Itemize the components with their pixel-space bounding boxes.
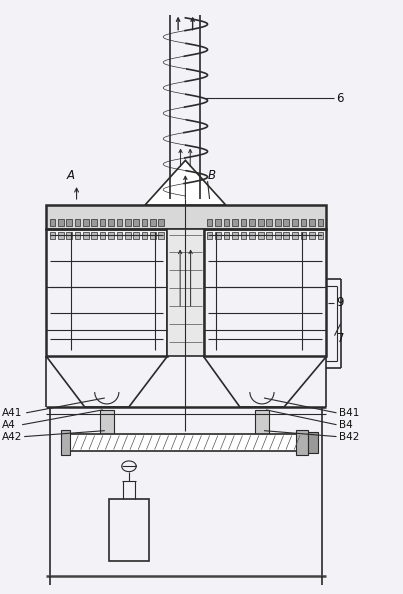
Bar — [309, 219, 315, 226]
Bar — [283, 232, 289, 239]
Bar — [232, 232, 238, 239]
Bar — [108, 219, 114, 226]
Bar — [141, 219, 147, 226]
Bar — [292, 219, 298, 226]
Bar — [215, 232, 221, 239]
Bar — [318, 232, 323, 239]
Bar — [91, 219, 97, 226]
Bar — [50, 219, 55, 226]
Bar — [150, 232, 156, 239]
Text: A: A — [66, 169, 75, 182]
Bar — [133, 232, 139, 239]
Bar — [75, 219, 80, 226]
Bar — [241, 219, 247, 226]
Text: B: B — [208, 169, 216, 182]
Polygon shape — [145, 160, 226, 205]
Bar — [83, 219, 89, 226]
Bar — [66, 232, 72, 239]
Bar — [275, 219, 280, 226]
Bar — [58, 219, 64, 226]
Bar — [266, 232, 272, 239]
Bar — [83, 232, 89, 239]
Bar — [108, 232, 114, 239]
Bar — [116, 232, 122, 239]
Text: B4: B4 — [339, 420, 352, 429]
Bar — [61, 430, 70, 455]
Bar — [232, 219, 238, 226]
Bar — [241, 232, 247, 239]
Bar — [58, 232, 64, 239]
Text: A4: A4 — [2, 420, 16, 429]
Bar — [100, 219, 106, 226]
Bar — [133, 219, 139, 226]
Bar — [158, 232, 164, 239]
Bar — [249, 232, 255, 239]
Bar — [224, 232, 229, 239]
Text: 6: 6 — [337, 91, 344, 105]
Bar — [46, 205, 326, 229]
Text: A41: A41 — [2, 408, 23, 418]
Bar — [292, 232, 298, 239]
Bar — [258, 219, 264, 226]
Text: B41: B41 — [339, 408, 359, 418]
Bar — [66, 219, 72, 226]
Bar — [158, 219, 164, 226]
Bar — [141, 232, 147, 239]
Bar — [249, 219, 255, 226]
Bar — [308, 432, 318, 453]
Text: 9: 9 — [337, 296, 344, 309]
Bar — [275, 232, 280, 239]
Bar — [207, 219, 212, 226]
Text: 7: 7 — [337, 332, 344, 345]
Bar — [258, 232, 264, 239]
Bar — [309, 232, 315, 239]
Text: A42: A42 — [2, 432, 23, 441]
Bar — [215, 219, 221, 226]
Bar — [125, 232, 131, 239]
Bar — [50, 232, 55, 239]
Bar — [75, 232, 80, 239]
Bar — [266, 219, 272, 226]
Bar — [69, 434, 298, 451]
Text: B42: B42 — [339, 432, 359, 441]
Bar — [100, 410, 114, 434]
Bar — [283, 219, 289, 226]
Bar — [296, 430, 308, 455]
Bar — [255, 410, 269, 434]
Bar — [150, 219, 156, 226]
Bar — [301, 219, 306, 226]
Bar — [318, 219, 323, 226]
Bar — [207, 232, 212, 239]
Bar — [167, 229, 204, 356]
Bar — [100, 232, 106, 239]
Bar — [116, 219, 122, 226]
Bar — [301, 232, 306, 239]
Bar — [91, 232, 97, 239]
Bar — [46, 229, 167, 356]
Bar — [109, 499, 149, 561]
Bar — [204, 229, 326, 356]
Bar — [125, 219, 131, 226]
Bar — [224, 219, 229, 226]
